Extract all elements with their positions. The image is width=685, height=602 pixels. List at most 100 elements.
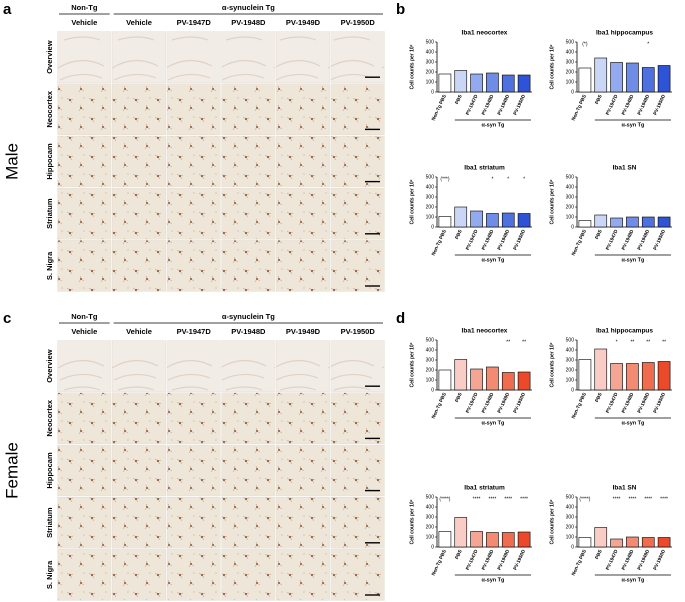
x-tick-label: PV-1950D <box>512 548 527 571</box>
bar <box>641 216 655 228</box>
y-tick-label: 300 <box>566 59 575 65</box>
y-tick-label: 200 <box>566 524 575 530</box>
row-label: Hippocam <box>45 452 54 489</box>
y-axis-label: Cell counts per 10² <box>409 342 415 387</box>
column-label: PV-1947D <box>177 18 212 27</box>
significance-label: * <box>523 176 525 182</box>
x-tick-label: PBS <box>594 228 604 240</box>
x-tick-label: Non-Tg PBS <box>571 228 589 257</box>
bar <box>501 372 515 391</box>
x-tick-label: PV-1950D <box>652 548 667 571</box>
column-label: PV-1948D <box>231 327 266 336</box>
column-label: Vehicle <box>71 18 97 27</box>
row-label: Overview <box>45 349 54 383</box>
x-tick-label: PV-1948D <box>481 548 496 571</box>
x-tick-label: Non-Tg PBS <box>431 228 449 257</box>
y-tick-label: 0 <box>431 544 434 550</box>
y-tick-label: 0 <box>571 89 574 95</box>
bar <box>641 67 655 93</box>
column-label: PV-1949D <box>286 18 321 27</box>
x-tick-label: PV-1949D <box>497 93 512 116</box>
significance-label: **** <box>473 496 481 502</box>
x-tick-label: PV-1947D <box>465 228 480 251</box>
bar <box>454 70 468 93</box>
micrograph <box>330 549 385 601</box>
micrograph <box>330 392 385 444</box>
y-axis-label: Cell counts per 10² <box>549 499 555 544</box>
y-tick-label: 300 <box>426 357 435 363</box>
micrograph <box>330 497 385 549</box>
x-tick-label: PV-1949D <box>497 548 512 571</box>
micrograph <box>57 31 112 83</box>
significance-label: **** <box>644 496 652 502</box>
micrograph <box>221 549 276 601</box>
micrograph <box>221 340 276 392</box>
panel-letter: c <box>3 310 11 327</box>
group-label: α-syn Tg <box>481 122 504 128</box>
micrograph <box>330 240 385 292</box>
bar <box>517 74 531 93</box>
y-tick-label: 100 <box>426 377 435 383</box>
bar <box>626 62 639 93</box>
row-label: Hippocam <box>45 143 54 180</box>
y-tick-label: 200 <box>566 69 575 75</box>
micrograph <box>57 188 112 240</box>
micrograph <box>112 240 166 292</box>
y-tick-label: 100 <box>426 214 435 220</box>
bar <box>470 73 483 93</box>
y-tick-label: 100 <box>426 79 435 85</box>
significance-label: ** <box>506 339 510 345</box>
micrograph <box>221 444 276 497</box>
x-tick-label: Non-Tg PBS <box>431 93 449 122</box>
group-label: α-syn Tg <box>621 420 644 426</box>
micrograph <box>276 135 330 188</box>
y-tick-label: 400 <box>566 184 575 190</box>
y-tick-label: 300 <box>566 194 575 200</box>
significance-label: (*) <box>582 41 588 47</box>
x-tick-label: PV-1947D <box>605 228 620 251</box>
micrograph <box>112 497 166 549</box>
micrograph <box>330 31 385 83</box>
micrograph <box>330 135 385 188</box>
micrograph <box>166 188 221 240</box>
y-tick-label: 300 <box>566 357 575 363</box>
significance-label: **** <box>613 496 621 502</box>
x-tick-label: PV-1948D <box>621 391 636 414</box>
bar <box>486 213 499 228</box>
micrograph <box>166 497 221 549</box>
x-tick-label: PV-1947D <box>605 93 620 116</box>
y-tick-label: 300 <box>426 514 435 520</box>
micrograph <box>330 340 385 392</box>
bar <box>610 62 623 93</box>
group-header: α-synuclein Tg <box>222 3 275 12</box>
bar <box>486 532 499 548</box>
micrograph <box>276 31 330 83</box>
micrograph <box>221 392 276 444</box>
micrograph <box>112 340 166 392</box>
y-tick-label: 300 <box>426 59 435 65</box>
panel-letter: b <box>396 1 405 18</box>
y-tick-label: 400 <box>426 184 435 190</box>
group-label: α-syn Tg <box>621 122 644 128</box>
panel-letter: a <box>3 1 12 18</box>
y-tick-label: 0 <box>431 89 434 95</box>
micrograph <box>112 83 166 135</box>
chart-title: Iba1 hippocampus <box>596 30 653 37</box>
y-tick-label: 300 <box>566 514 575 520</box>
y-tick-label: 100 <box>566 79 575 85</box>
significance-label: **** <box>629 496 637 502</box>
column-label: PV-1950D <box>341 327 376 336</box>
bar <box>438 531 452 548</box>
micrograph <box>276 188 330 240</box>
chart-title: Iba1 striatum <box>464 165 505 172</box>
bar <box>454 517 468 548</box>
y-axis-label: Cell counts per 10² <box>549 342 555 387</box>
x-tick-label: PV-1947D <box>465 391 480 414</box>
row-label: Neocortex <box>45 90 54 128</box>
group-header: Non-Tg <box>71 3 98 12</box>
significance-label: * <box>507 176 509 182</box>
y-tick-label: 500 <box>426 174 435 180</box>
micrograph <box>330 83 385 135</box>
x-tick-label: Non-Tg PBS <box>571 93 589 122</box>
y-tick-label: 100 <box>426 534 435 540</box>
